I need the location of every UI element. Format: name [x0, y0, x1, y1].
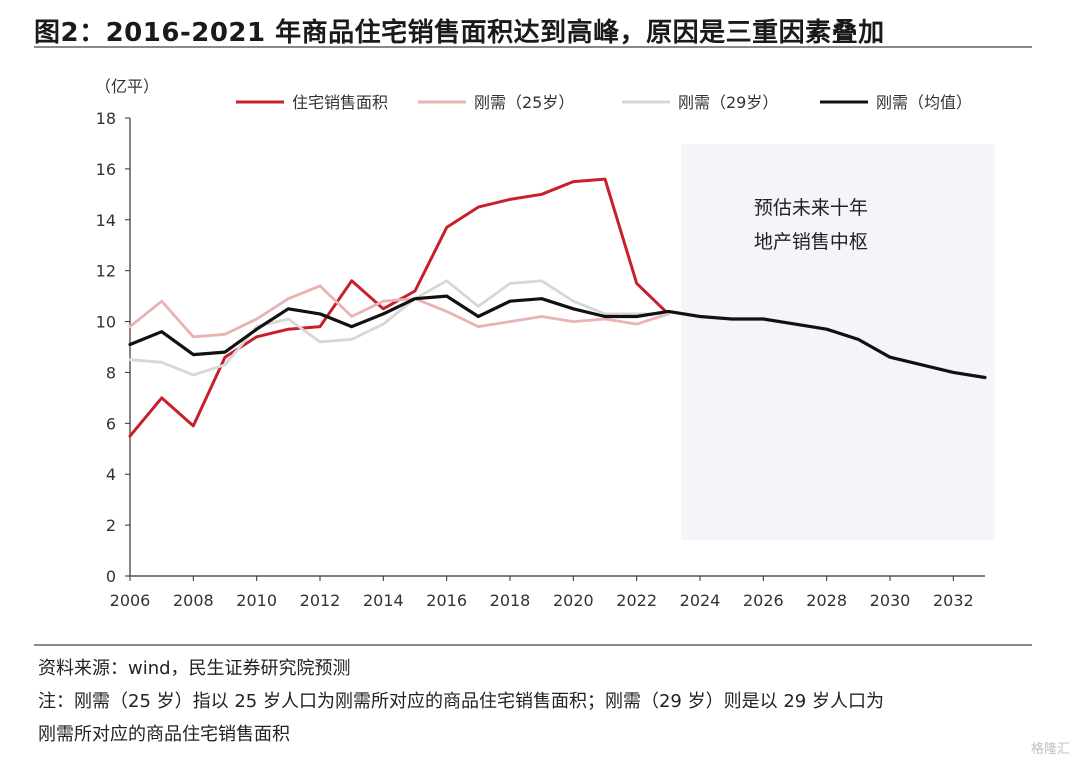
- source-note: 资料来源：wind，民生证券研究院预测: [38, 658, 351, 679]
- forecast-label-1: 预估未来十年: [754, 197, 868, 219]
- x-tick-label: 2030: [870, 591, 911, 610]
- y-tick-label: 16: [96, 160, 116, 179]
- y-tick-label: 6: [106, 414, 116, 433]
- y-tick-label: 0: [106, 567, 116, 586]
- x-tick-label: 2008: [173, 591, 214, 610]
- notes-rule: [34, 644, 1032, 646]
- title-rule: [34, 46, 1032, 48]
- series-line-3: [128, 279, 670, 377]
- x-tick-label: 2006: [110, 591, 151, 610]
- legend-label-1: 住宅销售面积: [292, 93, 388, 112]
- x-tick-label: 2020: [553, 591, 594, 610]
- x-tick-label: 2018: [490, 591, 531, 610]
- series-line-2: [128, 284, 670, 339]
- y-tick-label: 4: [106, 465, 116, 484]
- legend-label-2: 刚需（25岁）: [474, 93, 574, 112]
- notes-block: 资料来源：wind，民生证券研究院预测 注：刚需（25 岁）指以 25 岁人口为…: [38, 652, 1048, 751]
- x-tick-label: 2024: [680, 591, 721, 610]
- x-tick-label: 2028: [806, 591, 847, 610]
- x-tick-label: 2016: [426, 591, 467, 610]
- figure-title: 图2：2016-2021 年商品住宅销售面积达到高峰，原因是三重因素叠加: [34, 18, 885, 48]
- footnote-line-2: 刚需所对应的商品住宅销售面积: [38, 724, 290, 745]
- x-tick-label: 2012: [300, 591, 341, 610]
- x-tick-label: 2010: [236, 591, 277, 610]
- x-tick-label: 2022: [616, 591, 657, 610]
- forecast-region: [681, 144, 995, 540]
- y-unit-label: （亿平）: [95, 77, 159, 96]
- forecast-label-2: 地产销售中枢: [754, 231, 868, 253]
- x-tick-label: 2014: [363, 591, 404, 610]
- legend-label-4: 刚需（均值）: [876, 93, 972, 112]
- y-tick-label: 12: [96, 262, 116, 281]
- x-tick-label: 2026: [743, 591, 784, 610]
- watermark-text: 格隆汇: [1030, 742, 1070, 757]
- y-tick-label: 18: [96, 109, 116, 128]
- legend-label-3: 刚需（29岁）: [678, 93, 778, 112]
- series-line-4: [128, 294, 987, 380]
- y-tick-label: 2: [106, 516, 116, 535]
- footnote-line-1: 注：刚需（25 岁）指以 25 岁人口为刚需所对应的商品住宅销售面积；刚需（29…: [38, 691, 884, 712]
- y-tick-label: 14: [96, 211, 116, 230]
- x-tick-label: 2032: [933, 591, 974, 610]
- y-tick-label: 10: [96, 313, 116, 332]
- y-tick-label: 8: [106, 363, 116, 382]
